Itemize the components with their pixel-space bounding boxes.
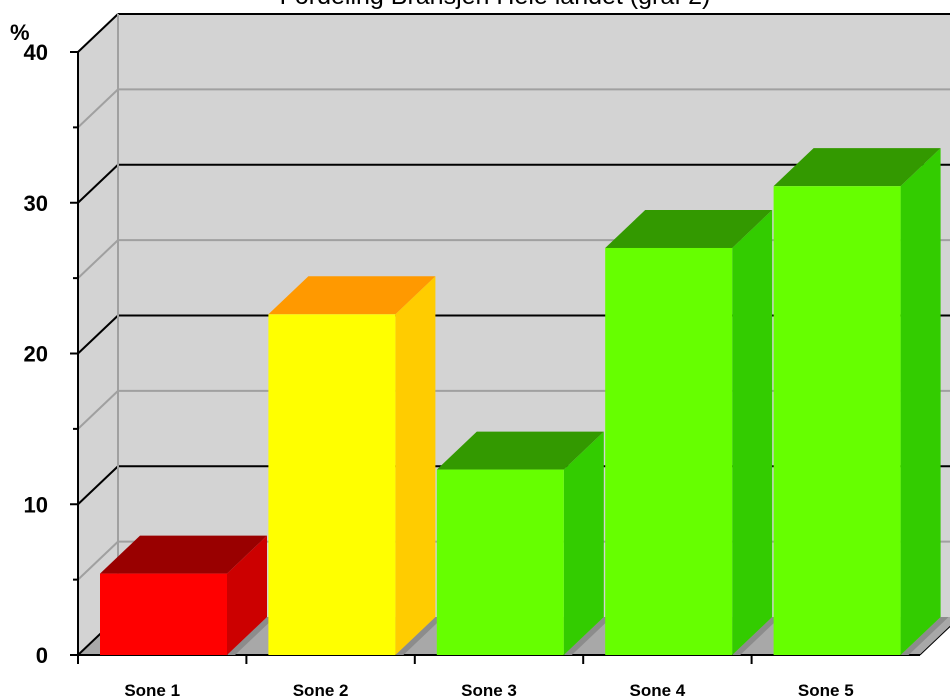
- x-tick-label: Sone 1: [124, 681, 180, 700]
- bar-top: [605, 209, 773, 248]
- y-tick-label: 10: [24, 492, 48, 517]
- bar: [268, 276, 436, 655]
- bar-shadow: [732, 617, 781, 655]
- bar-front: [436, 469, 564, 655]
- gridline-diagonal: [77, 164, 119, 204]
- bars: [100, 148, 949, 656]
- gridline-diagonal: [77, 540, 119, 581]
- bar-shadow: [563, 617, 612, 655]
- bar-side: [395, 276, 436, 655]
- x-tick-label: Sone 2: [293, 681, 349, 700]
- bar: [100, 535, 267, 655]
- floor-edge: [919, 625, 950, 656]
- bar-front: [605, 247, 733, 655]
- bar-top: [268, 276, 436, 315]
- y-tick-label: 30: [24, 191, 48, 216]
- bar: [605, 209, 773, 655]
- chart-title: Fordeling Bransjen Hele landet (graf 2): [280, 0, 711, 10]
- gridline-diagonal: [77, 88, 119, 129]
- labels: Fordeling Bransjen Hele landet (graf 2) …: [10, 0, 854, 700]
- gridline-diagonal: [77, 13, 119, 53]
- x-tick-label: Sone 3: [461, 681, 517, 700]
- bar-front: [773, 186, 901, 656]
- gridline-diagonal: [77, 314, 119, 355]
- bar-shadow: [900, 617, 949, 655]
- bar-shadow: [227, 617, 275, 655]
- bar-front: [100, 573, 227, 655]
- bar-top: [100, 535, 267, 574]
- bar-side: [563, 431, 604, 655]
- bar: [436, 431, 604, 655]
- bar-front: [268, 314, 396, 655]
- bar-top: [436, 431, 604, 470]
- x-tick-label: Sone 4: [630, 681, 686, 700]
- gridline-diagonal: [77, 465, 119, 505]
- x-tick-label: Sone 5: [798, 681, 854, 700]
- gridline-diagonal: [77, 390, 119, 430]
- y-tick-label: 0: [36, 643, 48, 668]
- y-axis-label: %: [10, 20, 30, 45]
- bar-side: [732, 209, 773, 655]
- y-tick-label: 40: [24, 40, 48, 65]
- bar-shadow: [395, 617, 444, 655]
- bar-top: [773, 148, 941, 187]
- bar-side: [900, 148, 941, 656]
- bar: [773, 148, 941, 656]
- bar-side: [227, 535, 267, 655]
- y-tick-label: 20: [24, 342, 48, 367]
- gridline-diagonal: [77, 239, 119, 279]
